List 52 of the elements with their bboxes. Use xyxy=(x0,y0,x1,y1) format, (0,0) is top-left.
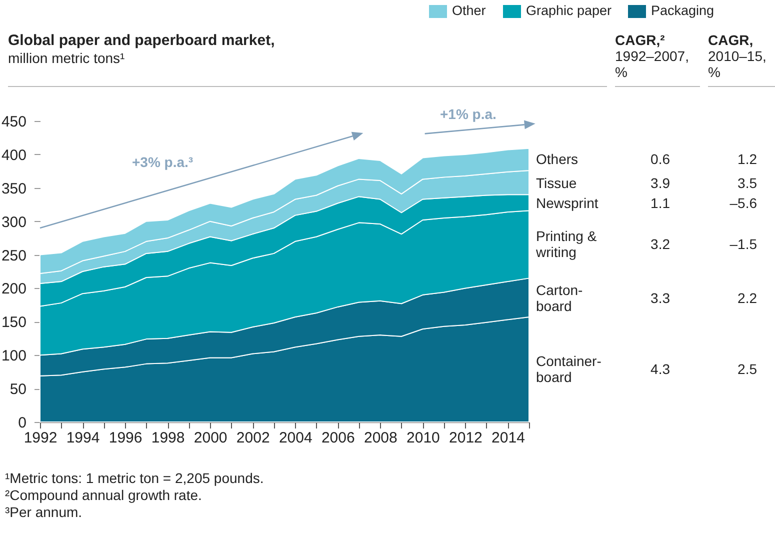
x-tick-label: 1992 xyxy=(24,430,58,446)
text: 3.3 xyxy=(650,290,670,306)
x-tick-label: 2014 xyxy=(492,430,525,446)
text: –5.6 xyxy=(728,194,757,211)
x-tick-label: 2002 xyxy=(236,430,270,446)
x-tick-label: 2004 xyxy=(278,430,312,446)
text: –1.5 xyxy=(728,236,757,252)
text: 1.2 xyxy=(736,151,757,168)
text: 2.2 xyxy=(736,290,757,306)
annotation: +1% p.a. xyxy=(440,106,496,122)
text: Graphic paper xyxy=(526,3,612,18)
x-tick-label: 2006 xyxy=(321,430,355,446)
text: ²Compound annual growth rate. xyxy=(5,487,202,503)
text: 4.3 xyxy=(650,361,670,378)
series-label: Container-board xyxy=(536,353,602,386)
y-tick-label: 400 xyxy=(1,146,26,164)
chart-subtitle: million metric tons¹ xyxy=(8,50,125,66)
text: 2.5 xyxy=(736,361,757,378)
series-label: Newsprint xyxy=(536,194,600,211)
y-tick-label: 100 xyxy=(1,348,26,365)
text: 3.2 xyxy=(650,236,670,252)
series-label: Others xyxy=(536,151,580,168)
x-tick-label: 1994 xyxy=(66,430,100,446)
series-label: Tissue xyxy=(536,174,578,191)
x-tick-label: 2008 xyxy=(364,430,398,446)
y-tick-label: 350 xyxy=(1,180,26,198)
x-tick-label: 1996 xyxy=(108,430,142,446)
text: ¹Metric tons: 1 metric ton = 2,205 pounds. xyxy=(5,470,264,486)
x-tick-label: 2000 xyxy=(194,430,228,446)
text: Packaging xyxy=(651,3,714,18)
x-tick-label: 2012 xyxy=(449,430,482,446)
text: CAGR,² 1992–2007, % xyxy=(615,32,689,80)
series-label: Carton-board xyxy=(536,282,584,314)
y-tick-label: 200 xyxy=(1,280,26,298)
series-label: Printing & writing xyxy=(536,228,598,260)
x-tick-label: 1998 xyxy=(151,430,185,446)
text: 1.1 xyxy=(650,194,670,211)
annotation: +3% p.a.³ xyxy=(132,154,194,170)
y-tick-label: 250 xyxy=(1,247,26,264)
chart-title: Global paper and paperboard market, xyxy=(8,32,275,49)
text: 3.9 xyxy=(650,174,670,191)
text: 3.5 xyxy=(736,174,757,191)
text: ³Per annum. xyxy=(5,504,82,520)
y-tick-label: 0 xyxy=(18,414,26,432)
y-tick-label: 150 xyxy=(1,314,26,332)
text: Other xyxy=(452,3,486,18)
y-tick-label: 50 xyxy=(10,381,26,398)
text: 0.6 xyxy=(650,151,670,168)
x-tick-label: 2010 xyxy=(406,430,440,446)
y-tick-label: 450 xyxy=(1,114,26,130)
text: CAGR, 2010–15, % xyxy=(708,32,766,80)
y-tick-label: 300 xyxy=(1,214,26,231)
